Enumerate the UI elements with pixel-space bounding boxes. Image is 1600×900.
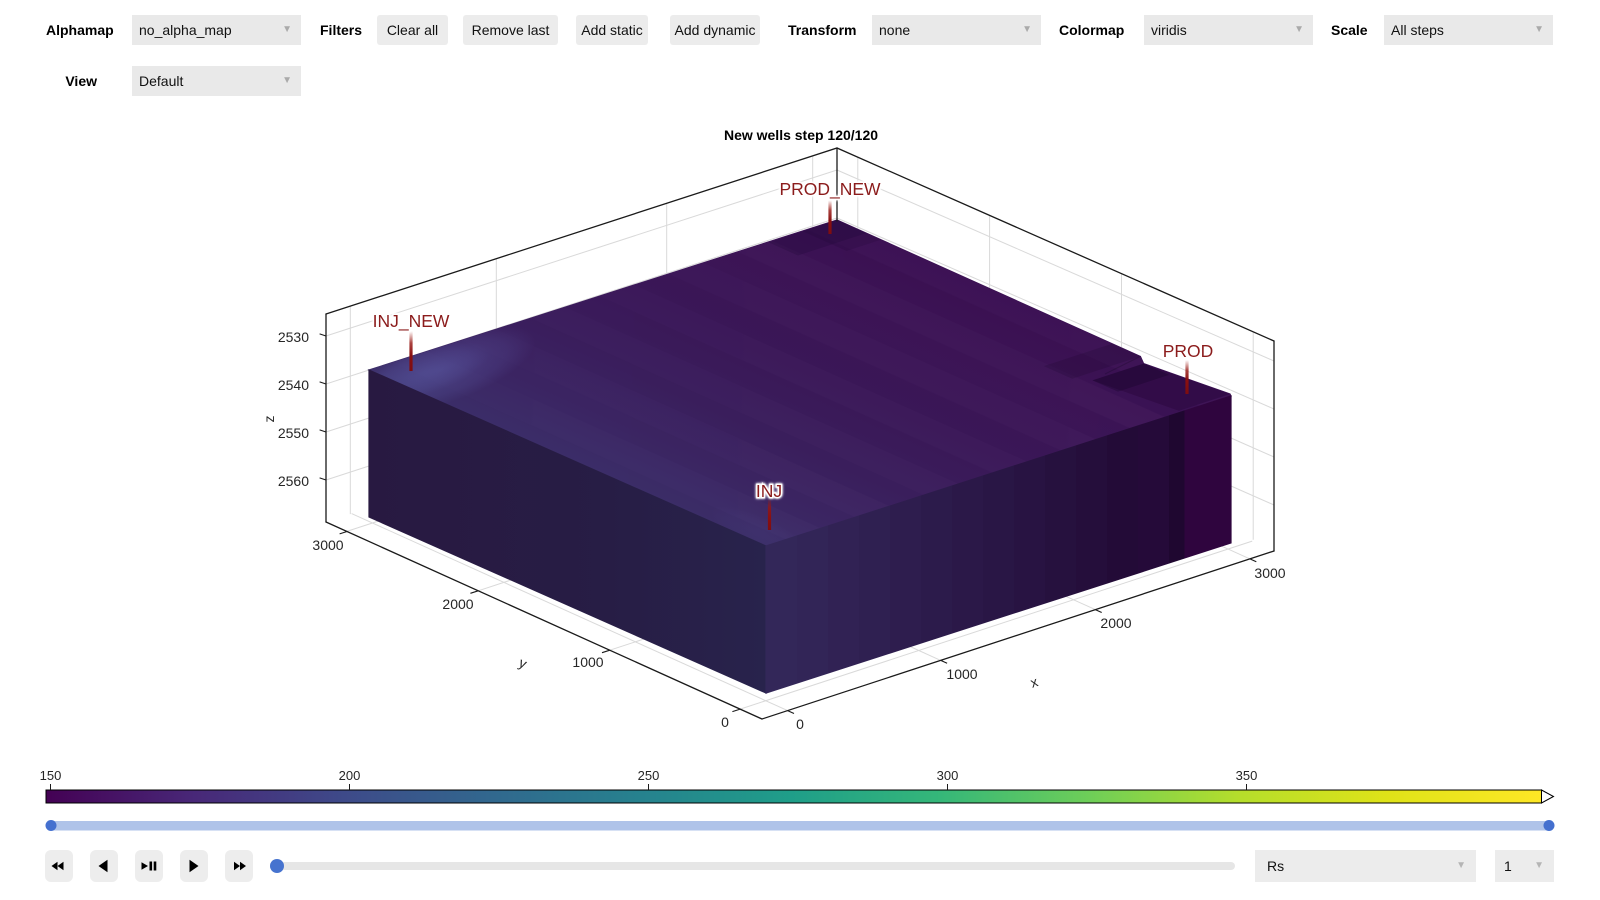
svg-text:2560: 2560 <box>278 473 309 489</box>
svg-text:2540: 2540 <box>278 377 309 393</box>
svg-text:3000: 3000 <box>1254 565 1285 581</box>
svg-text:2530: 2530 <box>278 329 309 345</box>
svg-text:y: y <box>517 654 530 671</box>
svg-text:150: 150 <box>40 768 62 783</box>
svg-text:350: 350 <box>1236 768 1258 783</box>
svg-text:0: 0 <box>721 714 729 730</box>
svg-text:New wells step 120/120: New wells step 120/120 <box>724 127 878 143</box>
svg-text:INJ: INJ <box>756 481 782 501</box>
svg-text:300: 300 <box>937 768 959 783</box>
svg-text:2000: 2000 <box>1100 615 1131 631</box>
svg-text:1000: 1000 <box>946 666 977 682</box>
svg-text:z: z <box>261 416 277 423</box>
svg-text:x: x <box>1028 673 1040 690</box>
svg-text:INJ_NEW: INJ_NEW <box>373 311 450 332</box>
svg-text:2000: 2000 <box>442 596 473 612</box>
svg-text:0: 0 <box>796 716 804 732</box>
svg-text:1000: 1000 <box>572 654 603 670</box>
svg-text:3000: 3000 <box>312 537 343 553</box>
svg-text:200: 200 <box>339 768 361 783</box>
svg-text:PROD: PROD <box>1163 341 1214 361</box>
svg-text:250: 250 <box>638 768 660 783</box>
svg-text:PROD_NEW: PROD_NEW <box>779 179 881 200</box>
svg-text:2550: 2550 <box>278 425 309 441</box>
